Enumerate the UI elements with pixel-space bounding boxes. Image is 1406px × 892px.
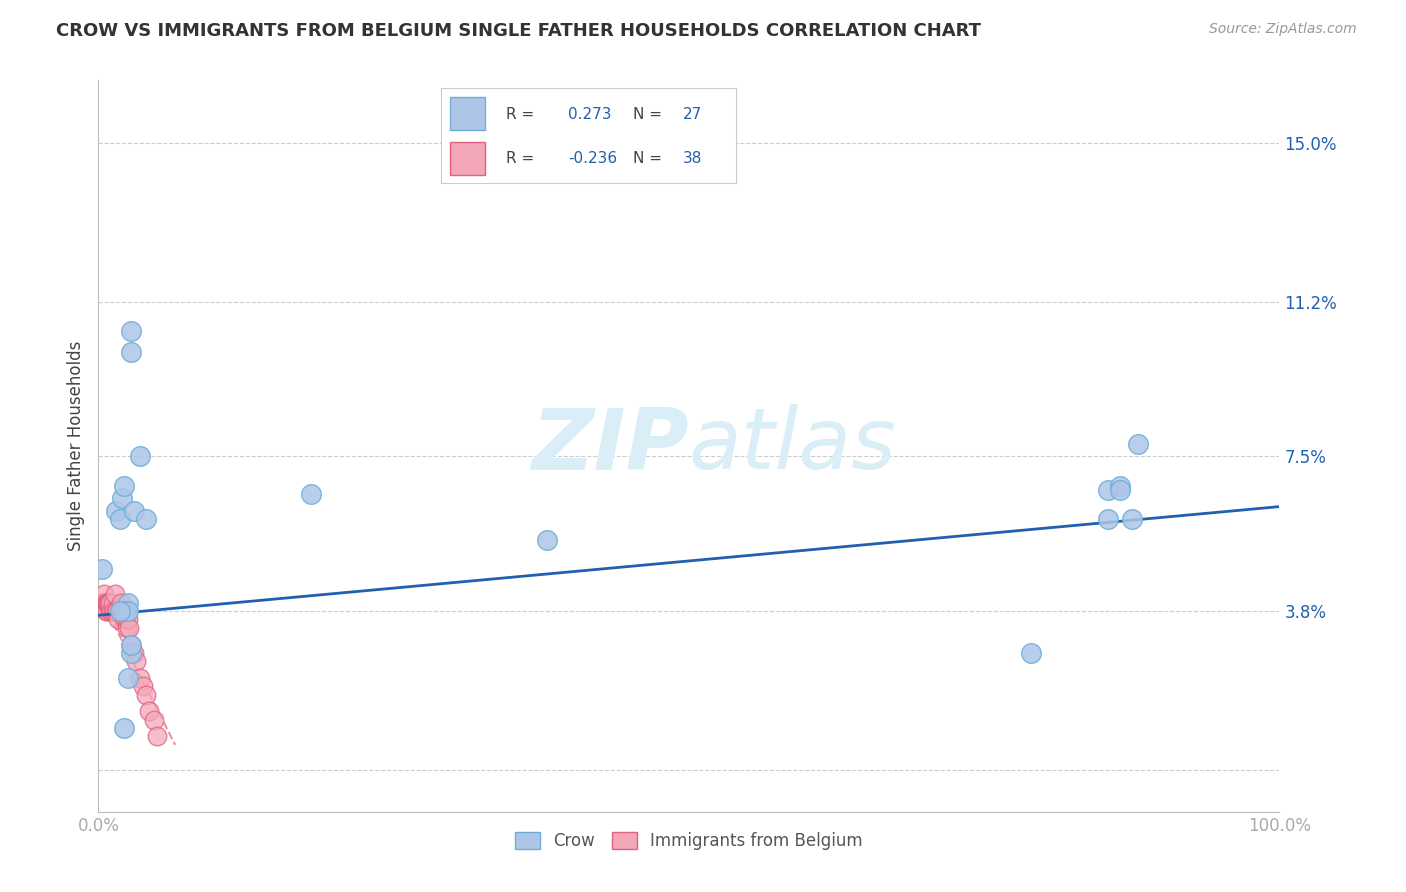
Point [132,679,155,693]
Point [128,450,150,464]
Point [111,491,134,506]
Point [111,604,134,618]
Point [121,638,143,652]
Point [299,487,322,501]
Point [91,596,114,610]
Point [91,596,114,610]
Point [1109,483,1132,497]
Point [121,324,143,338]
Point [101,604,124,618]
Point [1021,646,1043,660]
Text: CROW VS IMMIGRANTS FROM BELGIUM SINGLE FATHER HOUSEHOLDS CORRELATION CHART: CROW VS IMMIGRANTS FROM BELGIUM SINGLE F… [56,22,981,40]
Point [97,596,120,610]
Point [103,604,125,618]
Point [117,671,139,685]
Point [121,646,143,660]
Point [112,721,135,735]
Point [104,587,127,601]
Point [122,504,145,518]
Point [125,654,148,668]
Point [1121,512,1143,526]
Point [112,604,135,618]
Point [110,596,132,610]
Point [128,671,150,685]
Point [108,604,131,618]
Point [96,596,118,610]
Point [100,604,122,618]
Point [96,604,118,618]
Text: ZIP: ZIP [531,404,689,488]
Point [107,612,129,626]
Point [98,596,121,610]
Legend: Crow, Immigrants from Belgium: Crow, Immigrants from Belgium [506,823,872,858]
Point [121,638,143,652]
Point [97,596,120,610]
Point [91,562,114,576]
Point [112,612,135,626]
Point [122,646,145,660]
Point [146,730,169,744]
Y-axis label: Single Father Households: Single Father Households [66,341,84,551]
Point [93,587,115,601]
Point [105,604,128,618]
Point [117,612,139,626]
Point [536,533,558,547]
Point [98,604,121,618]
Text: atlas: atlas [689,404,897,488]
Point [112,479,135,493]
Point [94,596,117,610]
Text: Source: ZipAtlas.com: Source: ZipAtlas.com [1209,22,1357,37]
Point [98,596,121,610]
Point [135,688,157,702]
Point [142,713,165,727]
Point [1126,437,1149,451]
Point [117,596,139,610]
Point [121,345,143,359]
Point [112,604,135,618]
Point [108,604,131,618]
Point [105,504,128,518]
Point [1097,483,1119,497]
Point [101,596,124,610]
Point [117,604,139,618]
Point [114,612,136,626]
Point [94,604,117,618]
Point [1109,479,1132,493]
Point [105,604,128,618]
Point [1097,512,1119,526]
Point [135,512,157,526]
Point [115,621,138,635]
Point [138,705,160,719]
Point [108,512,131,526]
Point [118,621,141,635]
